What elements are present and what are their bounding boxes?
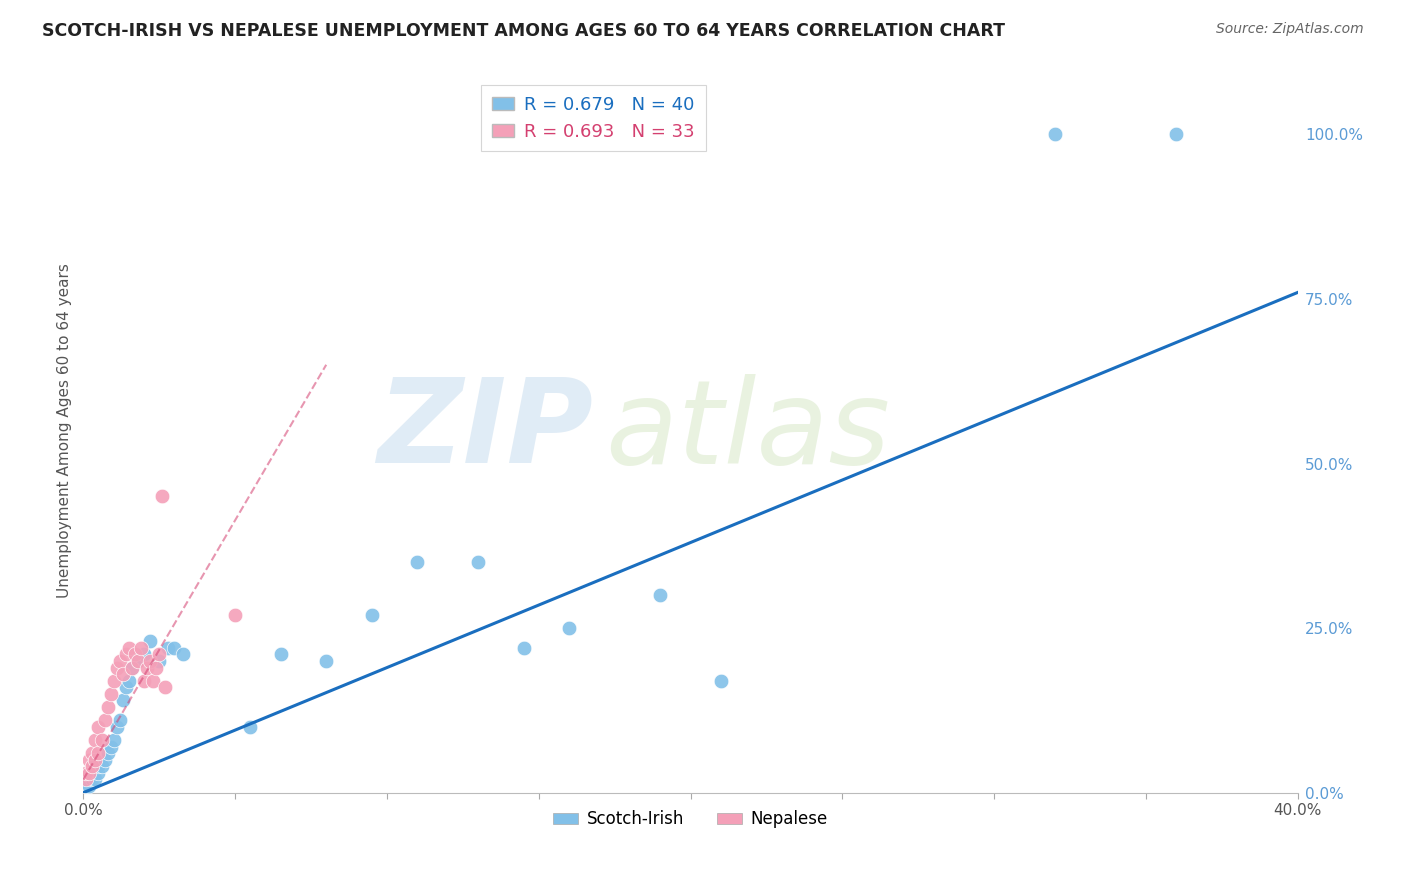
Point [90,733,112,747]
Point [132,673,155,688]
Point [710,673,733,688]
Point [84,772,107,787]
Point [75,765,97,780]
Legend: Scotch-Irish, Nepalese: Scotch-Irish, Nepalese [547,804,835,835]
Point [148,654,170,668]
Point [406,555,429,569]
Point [87,746,110,760]
Y-axis label: Unemployment Among Ages 60 to 64 years: Unemployment Among Ages 60 to 64 years [58,263,72,598]
Point [157,640,180,655]
Point [173,648,195,662]
Point [79,765,101,780]
Point [148,648,170,662]
Point [100,687,122,701]
Text: Source: ZipAtlas.com: Source: ZipAtlas.com [1216,22,1364,37]
Point [127,654,149,668]
Point [124,648,146,662]
Point [155,681,177,695]
Point [93,713,115,727]
Text: atlas: atlas [606,374,890,488]
Point [114,681,136,695]
Point [558,621,581,635]
Point [79,753,101,767]
Point [163,640,186,655]
Point [129,640,152,655]
Point [121,660,143,674]
Point [239,720,262,734]
Text: SCOTCH-IRISH VS NEPALESE UNEMPLOYMENT AMONG AGES 60 TO 64 YEARS CORRELATION CHAR: SCOTCH-IRISH VS NEPALESE UNEMPLOYMENT AM… [42,22,1005,40]
Point [75,779,97,793]
Point [145,660,167,674]
Point [84,759,107,773]
Point [315,654,337,668]
Point [103,733,125,747]
Point [127,654,149,668]
Point [270,648,292,662]
Point [84,733,107,747]
Point [90,759,112,773]
Point [93,753,115,767]
Point [105,720,128,734]
Text: ZIP: ZIP [377,373,593,488]
Point [132,648,155,662]
Point [103,673,125,688]
Point [136,660,159,674]
Point [121,660,143,674]
Point [1043,128,1066,142]
Point [79,765,101,780]
Point [1166,128,1188,142]
Point [111,667,134,681]
Point [100,739,122,754]
Point [114,648,136,662]
Point [82,759,104,773]
Point [97,700,120,714]
Point [118,640,141,655]
Point [87,765,110,780]
Point [111,693,134,707]
Point [82,746,104,760]
Point [108,713,131,727]
Point [360,607,382,622]
Point [82,765,104,780]
Point [108,654,131,668]
Point [224,607,246,622]
Point [142,673,165,688]
Point [650,588,672,602]
Point [139,634,162,648]
Point [75,772,97,787]
Point [75,772,97,787]
Point [84,753,107,767]
Point [118,673,141,688]
Point [512,640,534,655]
Point [467,555,489,569]
Point [82,772,104,787]
Point [105,660,128,674]
Point [139,654,162,668]
Point [79,779,101,793]
Point [87,759,110,773]
Point [150,490,173,504]
Point [87,720,110,734]
Point [97,746,120,760]
